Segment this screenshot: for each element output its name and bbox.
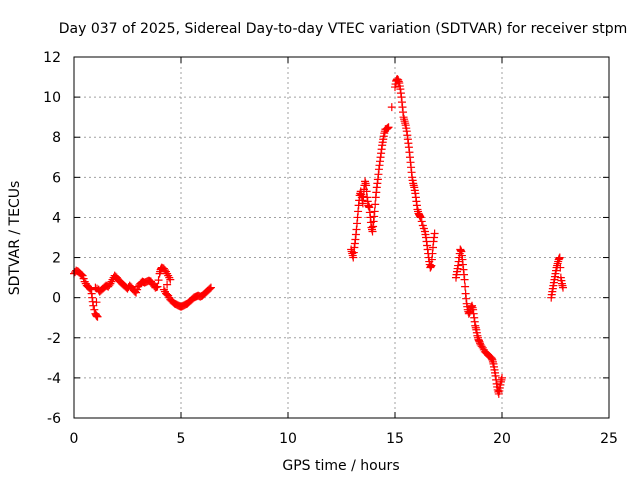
y-tick-label: 6	[52, 170, 61, 186]
data-point	[555, 253, 564, 262]
data-point	[556, 263, 565, 272]
y-tick-label: 12	[43, 50, 61, 66]
x-tick-label: 25	[600, 431, 618, 447]
grid-lines	[74, 57, 609, 418]
data-point	[154, 276, 163, 285]
data-point	[461, 282, 470, 291]
data-point	[165, 273, 174, 282]
data-point	[93, 312, 102, 321]
data-point	[416, 213, 425, 222]
data-point	[358, 199, 367, 208]
tick-labels: 0 5 10 15 20 25 -6 -4 -2 0 2 4 6 8 10 12	[43, 50, 618, 447]
data-point	[163, 280, 172, 289]
y-tick-label: 2	[52, 251, 61, 267]
plot-frame	[73, 56, 610, 419]
data-point	[92, 298, 101, 307]
y-tick-label: 8	[52, 130, 61, 146]
data-point	[387, 103, 396, 112]
data-point	[417, 217, 426, 226]
data-point	[159, 285, 168, 294]
data-point	[164, 271, 173, 280]
x-tick-label: 10	[279, 431, 297, 447]
x-tick-label: 15	[386, 431, 404, 447]
data-point	[498, 373, 506, 382]
data-point	[359, 192, 368, 201]
data-point	[80, 277, 89, 286]
y-tick-label: 0	[52, 291, 61, 307]
data-point	[86, 284, 95, 293]
y-tick-label: 4	[52, 210, 61, 226]
data-point	[107, 277, 116, 286]
data-point	[77, 270, 86, 279]
y-tick-label: 10	[43, 90, 61, 106]
data-point	[164, 291, 173, 300]
y-tick-label: -4	[47, 371, 61, 387]
data-point	[163, 269, 172, 278]
y-tick-label: -6	[47, 411, 61, 427]
data-markers	[70, 75, 567, 398]
y-tick-label: -2	[47, 331, 61, 347]
y-axis-label: SDTVAR / TECUs	[7, 181, 23, 296]
data-point	[106, 279, 115, 288]
x-axis-label: GPS time / hours	[282, 458, 399, 474]
data-point	[478, 343, 487, 352]
data-point	[153, 282, 162, 291]
data-point	[90, 305, 99, 314]
data-point	[558, 283, 567, 292]
data-point	[166, 275, 175, 284]
chart-title: Day 037 of 2025, Sidereal Day-to-day VTE…	[59, 21, 628, 37]
data-point	[460, 275, 469, 284]
data-point	[205, 284, 214, 293]
data-point	[370, 207, 379, 216]
data-point	[371, 200, 380, 209]
x-tick-label: 0	[70, 431, 79, 447]
data-point	[206, 283, 215, 292]
data-point	[430, 229, 439, 238]
x-tick-label: 5	[177, 431, 186, 447]
data-point	[162, 267, 171, 276]
axis-ticks	[73, 56, 610, 419]
x-tick-label: 20	[493, 431, 511, 447]
data-point	[384, 123, 393, 132]
